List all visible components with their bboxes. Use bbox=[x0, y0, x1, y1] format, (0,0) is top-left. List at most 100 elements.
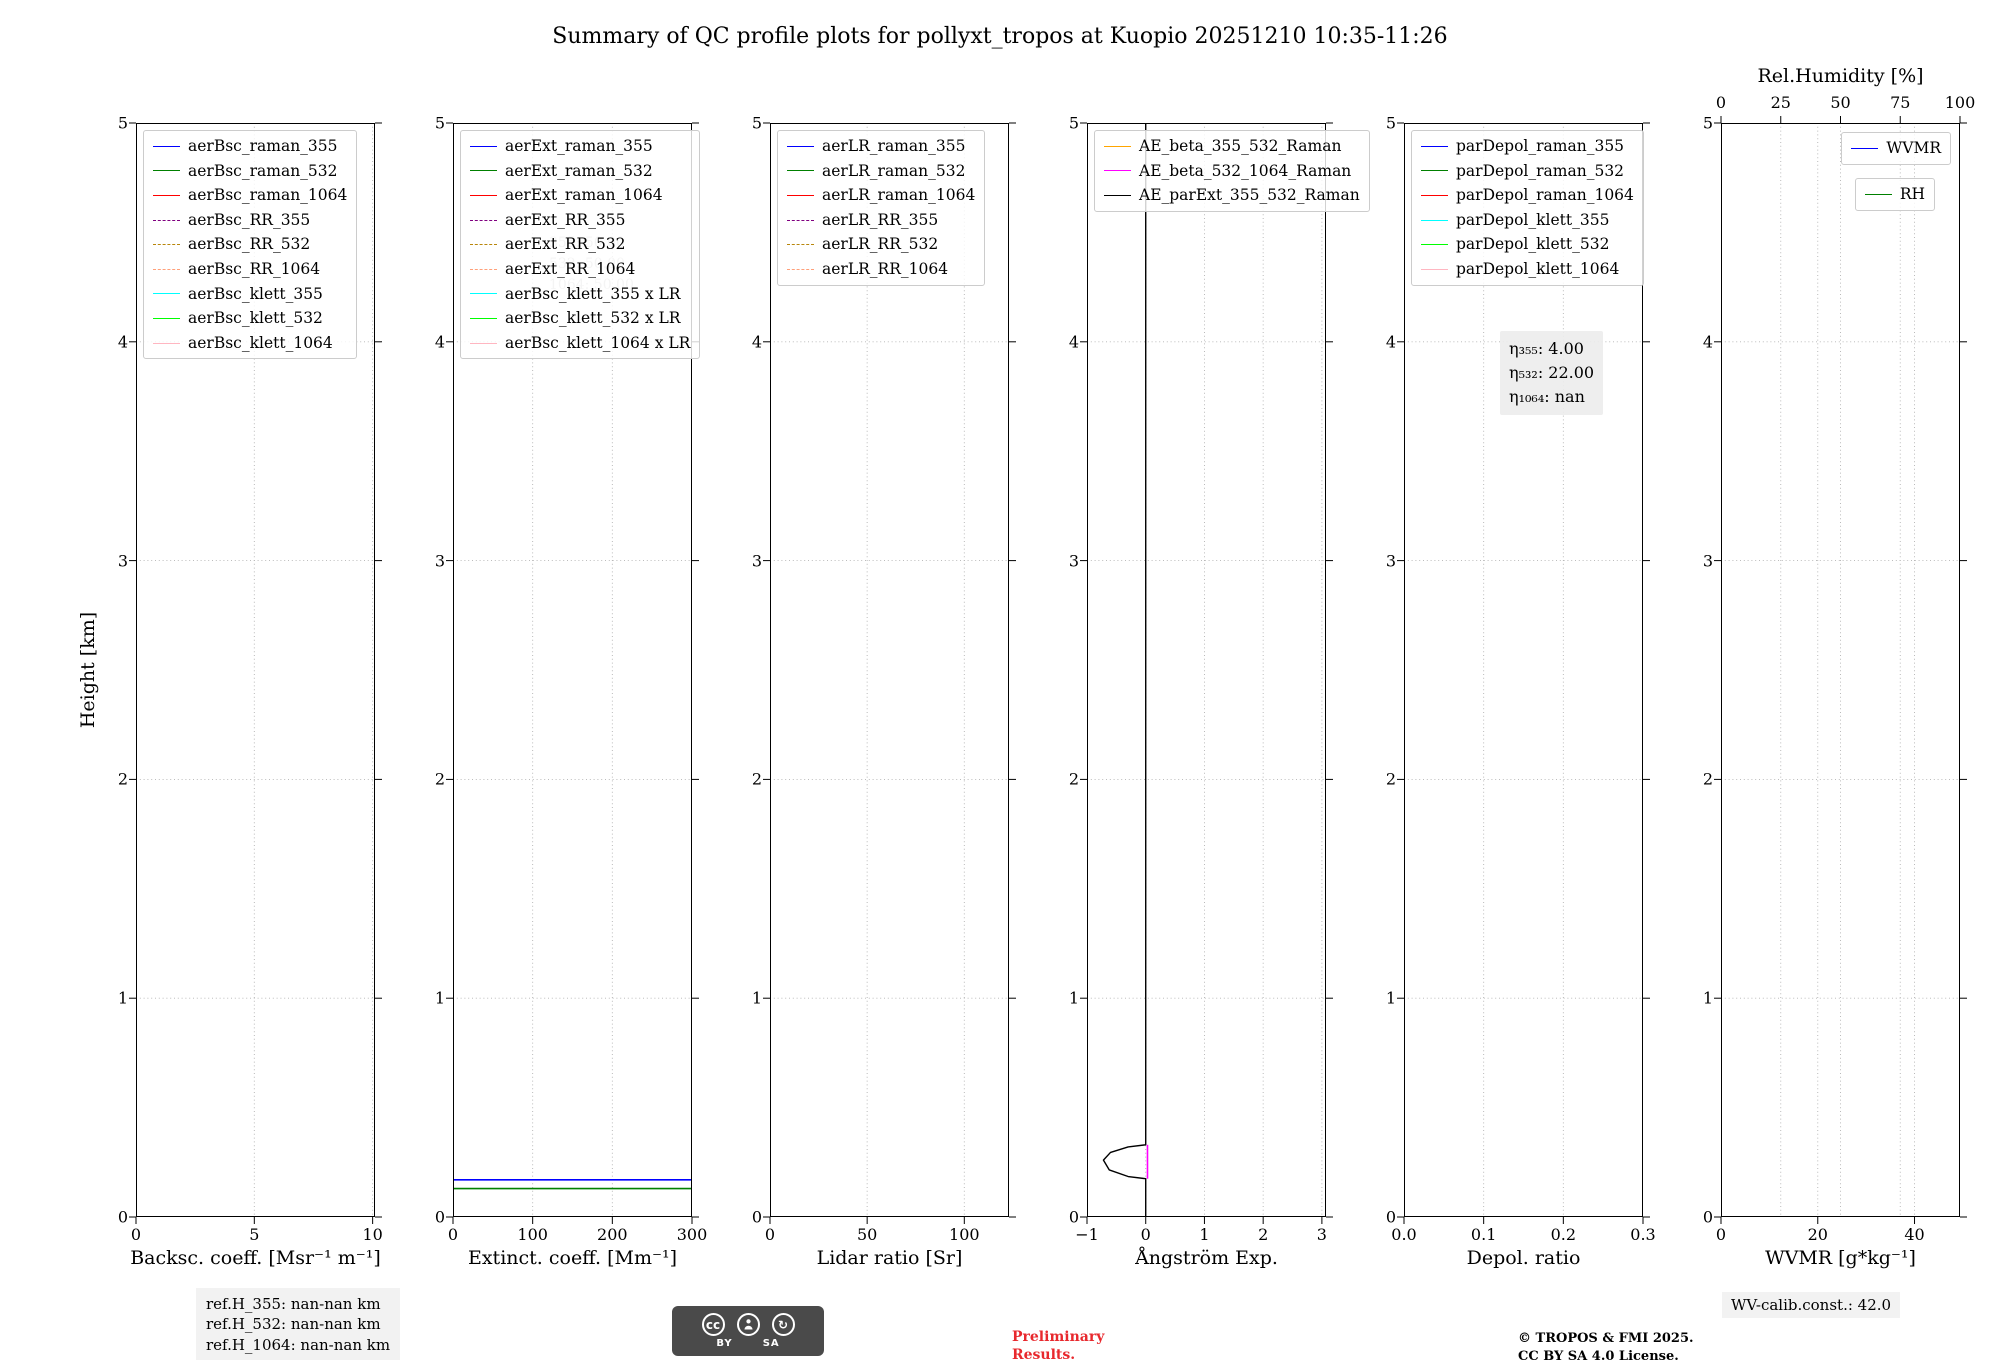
axes-frame bbox=[1404, 123, 1643, 1217]
y-tick-label: 3 bbox=[751, 551, 762, 571]
legend-item: aerLR_raman_355 bbox=[787, 137, 975, 156]
legend-line-swatch bbox=[470, 293, 497, 295]
y-tick-label: 2 bbox=[117, 769, 128, 789]
x-tick-label: 0 bbox=[130, 1225, 142, 1244]
legend-label: parDepol_raman_355 bbox=[1456, 137, 1625, 155]
legend-item: WVMR bbox=[1851, 139, 1941, 158]
legend-label: aerBsc_raman_532 bbox=[188, 161, 338, 180]
reference-height-annotation: ref.H_355: nan-nan km ref.H_532: nan-nan… bbox=[196, 1288, 401, 1360]
legend-label: aerBsc_RR_1064 bbox=[188, 259, 321, 278]
refh-355-text: ref.H_355: nan-nan km bbox=[206, 1295, 381, 1313]
legend-item: aerBsc_RR_1064 bbox=[153, 260, 347, 279]
legend-item: parDepol_raman_1064 bbox=[1421, 186, 1634, 205]
x-tick-label: −1 bbox=[1075, 1225, 1099, 1244]
y-tick-label: 0 bbox=[1385, 1207, 1396, 1227]
y-tick-label: 4 bbox=[1385, 332, 1396, 352]
legend-item: aerBsc_raman_1064 bbox=[153, 186, 347, 205]
y-tick-label: 2 bbox=[1385, 769, 1396, 789]
axes-frame bbox=[1087, 123, 1326, 1217]
y-tick-label: 3 bbox=[434, 551, 445, 571]
legend-label: aerBsc_klett_532 x LR bbox=[505, 309, 681, 328]
y-tick-label: 4 bbox=[1068, 332, 1079, 352]
annotation-line: η₁₀₆₄: nan bbox=[1509, 387, 1585, 406]
legend-label: aerBsc_raman_355 bbox=[188, 137, 338, 155]
legend-line-swatch bbox=[1421, 268, 1448, 270]
panel-wvmr: 0 1 2 3 4 5 0 20 40 0 25 50 75 100 Rel.Humidity [%] WVM… bbox=[1703, 65, 1975, 1269]
legend-item: aerExt_raman_355 bbox=[470, 137, 690, 156]
panel-depol: 0 1 2 3 4 5 0.0 0.1 0.2 0.3 Depol. ratio parDepol_r… bbox=[1386, 114, 1656, 1270]
legend-line-swatch bbox=[153, 244, 180, 246]
x-tick-label: 0.1 bbox=[1470, 1225, 1497, 1244]
axes-frame bbox=[136, 123, 375, 1217]
legend-line-swatch bbox=[470, 268, 497, 270]
legend-item: aerLR_RR_355 bbox=[787, 211, 975, 230]
y-tick-label: 0 bbox=[1068, 1207, 1079, 1227]
x-axis-label-wvmr: WVMR [g*kg⁻¹] bbox=[1765, 1247, 1916, 1269]
copyright-line-1: © TROPOS & FMI 2025. bbox=[1518, 1331, 1694, 1346]
legend-line-swatch bbox=[470, 145, 497, 147]
cc-sa-label: SA bbox=[762, 1338, 780, 1349]
annotation-line: η₃₅₅: 4.00 bbox=[1509, 339, 1584, 358]
legend-label: aerExt_RR_532 bbox=[505, 235, 626, 254]
y-tick-label: 0 bbox=[751, 1207, 762, 1227]
y-tick-label: 0 bbox=[434, 1207, 445, 1227]
legend-item: aerExt_raman_532 bbox=[470, 162, 690, 181]
legend-label: parDepol_raman_1064 bbox=[1456, 186, 1634, 205]
x-tick-label: 100 bbox=[517, 1225, 548, 1244]
x-tick-label: 0.0 bbox=[1391, 1225, 1417, 1244]
legend-line-swatch bbox=[1421, 145, 1448, 147]
y-axis-label: Height [km] bbox=[77, 611, 99, 729]
legend-label: RH bbox=[1899, 185, 1925, 203]
legend-line-swatch bbox=[1421, 219, 1448, 221]
legend-item: aerBsc_klett_532 x LR bbox=[470, 309, 690, 328]
legend-line-swatch bbox=[787, 170, 814, 172]
series-AE_parExt_355_532_Raman bbox=[1102, 123, 1147, 1217]
cc-icon-row: cc ↻ bbox=[701, 1313, 795, 1336]
y-tick-label: 1 bbox=[1068, 988, 1079, 1008]
x-tick-label: 0 bbox=[1715, 1225, 1727, 1244]
legend-line-swatch bbox=[153, 145, 180, 147]
legend-box: aerExt_raman_355 aerExt_raman_532 aerExt_r… bbox=[460, 130, 701, 360]
panel-lidar-ratio: 0 1 2 3 4 5 0 50 100 Lidar ratio [Sr] aerLR_raman_… bbox=[752, 114, 1016, 1269]
figure-title: Summary of QC profile plots for pollyxt_… bbox=[552, 24, 1448, 49]
legend-item: aerExt_raman_1064 bbox=[470, 186, 690, 205]
y-tick-label: 1 bbox=[751, 988, 762, 1008]
legend-label: aerExt_RR_1064 bbox=[505, 259, 636, 278]
legend-line-swatch bbox=[1851, 147, 1879, 149]
legend-line-swatch bbox=[470, 194, 497, 196]
legend-label: aerLR_raman_1064 bbox=[822, 186, 976, 205]
legend-label: aerLR_RR_355 bbox=[822, 210, 939, 229]
legend-label: aerBsc_klett_355 bbox=[188, 284, 323, 303]
legend-line-swatch bbox=[153, 317, 180, 319]
legend-line-swatch bbox=[1864, 193, 1892, 195]
y-tick-label: 0 bbox=[117, 1207, 128, 1227]
legend-item: aerLR_raman_532 bbox=[787, 162, 975, 181]
y-tick-label: 0 bbox=[1702, 1207, 1713, 1227]
panel-angstrom: 0 1 2 3 4 5 −1 0 1 2 3 Ångström Exp. AE_beta_355_532… bbox=[1069, 114, 1370, 1269]
y-tick-label: 1 bbox=[1385, 988, 1396, 1008]
x-tick-label: 5 bbox=[249, 1225, 260, 1244]
y-tick-label: 5 bbox=[751, 113, 762, 133]
legend-box: AE_beta_355_532_Raman AE_beta_532_1064_Ra… bbox=[1094, 130, 1370, 212]
legend-item: parDepol_klett_1064 bbox=[1421, 260, 1634, 279]
legend-label: parDepol_raman_532 bbox=[1456, 161, 1625, 180]
legend-line-swatch bbox=[787, 219, 814, 221]
legend-line-swatch bbox=[787, 244, 814, 246]
legend-line-swatch bbox=[153, 268, 180, 270]
legend-item: parDepol_klett_355 bbox=[1421, 211, 1634, 230]
legend-label: aerLR_RR_532 bbox=[822, 235, 939, 254]
legend-label: aerExt_raman_532 bbox=[505, 161, 653, 180]
y-tick-label: 5 bbox=[1702, 113, 1713, 133]
legend-line-swatch bbox=[787, 194, 814, 196]
legend-line-swatch bbox=[470, 342, 497, 344]
legend-item: aerExt_RR_355 bbox=[470, 211, 690, 230]
legend-label: aerBsc_klett_1064 x LR bbox=[505, 333, 691, 352]
legend-item: AE_parExt_355_532_Raman bbox=[1104, 186, 1360, 205]
axes-frame bbox=[453, 123, 692, 1217]
panel-extinction: 0 1 2 3 4 5 0 100 200 300 Extinct. coeff. [Mm⁻¹] ae… bbox=[435, 114, 707, 1270]
legend-item: aerBsc_raman_532 bbox=[153, 162, 347, 181]
wv-calibration-annotation: WV-calib.const.: 42.0 bbox=[1722, 1292, 1901, 1318]
legend-label: AE_beta_355_532_Raman bbox=[1139, 137, 1342, 155]
legend-item: aerBsc_klett_532 bbox=[153, 309, 347, 328]
legend-line-swatch bbox=[153, 194, 180, 196]
